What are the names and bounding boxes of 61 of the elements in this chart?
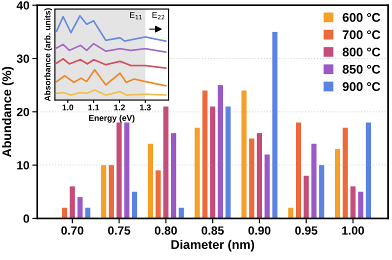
bar: [264, 154, 270, 218]
y-tick-label: 0: [24, 214, 30, 223]
x-tick-label: 1.1: [88, 104, 100, 110]
x-tick-label: 0.85: [202, 226, 224, 235]
legend-label: 600 °C: [342, 13, 380, 22]
x-tick-label: 0.80: [154, 226, 177, 235]
y-tick-label: 10: [17, 161, 30, 170]
band-label: E$_{11}$: [130, 12, 142, 20]
x-tick-label: 1.00: [342, 226, 364, 235]
y-tick-label: 30: [16, 54, 30, 63]
x-tick-label: 1.2: [114, 104, 125, 110]
bar: [62, 208, 68, 218]
x-tick-label: 0.95: [295, 226, 318, 235]
bar: [178, 208, 184, 218]
bar: [241, 90, 247, 218]
x-tick-label: 0.70: [61, 226, 84, 235]
annotation: E$_{22}$: [152, 12, 164, 20]
bar: [350, 186, 356, 218]
y-tick-label: 40: [16, 1, 30, 10]
bar: [311, 144, 317, 218]
bar: [358, 192, 364, 218]
bar: [366, 122, 372, 218]
y-axis-title: Abundance (%): [2, 66, 14, 157]
x-tick-label: 1.3: [140, 104, 151, 110]
bar: [85, 208, 90, 218]
bar: [70, 186, 75, 218]
legend-label: 800 °C: [342, 48, 380, 56]
bar: [202, 90, 208, 218]
y-axis-title: Absorbance (arb. units): [44, 8, 52, 102]
bar: [272, 32, 278, 218]
bar: [226, 106, 231, 218]
bar: [124, 122, 130, 218]
legend-label: 850 °C: [342, 64, 380, 74]
x-axis-title: Diameter (nm): [171, 240, 254, 252]
bar: [163, 106, 168, 218]
x-axis-title: Energy (eV): [89, 114, 134, 123]
bar: [304, 176, 309, 218]
bar: [77, 197, 83, 218]
bar: [249, 138, 254, 218]
bar: [132, 192, 138, 218]
bar: [210, 106, 216, 218]
bar: [256, 133, 262, 218]
bar: [342, 128, 348, 218]
bar: [218, 85, 223, 218]
y-tick-label: 20: [16, 108, 30, 116]
bar: [108, 165, 114, 218]
bar: [101, 165, 106, 218]
bar: [171, 133, 176, 218]
bar: [288, 208, 294, 218]
bar: [194, 128, 200, 218]
x-tick-label: 0.90: [248, 226, 270, 235]
bar: [319, 165, 324, 218]
bar: [148, 144, 154, 218]
x-tick-label: 1.0: [62, 104, 74, 110]
legend-label: 900 °C: [342, 82, 380, 91]
x-tick-label: 0.75: [108, 226, 130, 235]
legend-label: 700 °C: [342, 30, 380, 40]
bar: [156, 170, 161, 218]
bar: [116, 122, 122, 218]
bar: [334, 149, 340, 218]
bar: [296, 122, 302, 218]
